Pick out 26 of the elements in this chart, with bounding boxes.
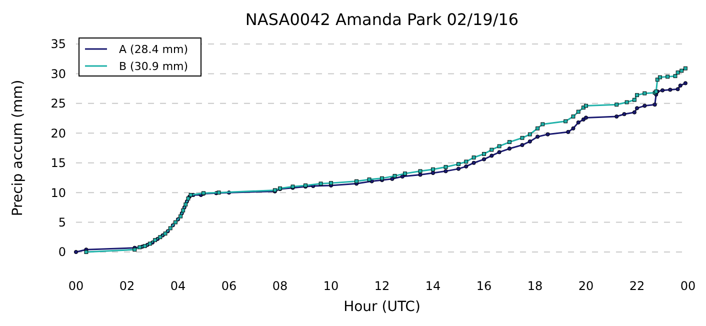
legend-label: A (28.4 mm) — [119, 42, 188, 56]
y-tick-label: 10 — [50, 186, 66, 200]
y-tick-label: 25 — [50, 96, 66, 111]
x-tick-label: 12 — [374, 279, 390, 293]
x-tick-label: 14 — [425, 279, 441, 293]
y-tick-label: 0 — [58, 245, 66, 260]
x-tick-label: 00 — [680, 279, 696, 293]
y-tick-label: 5 — [58, 215, 66, 230]
y-tick-label: 35 — [50, 37, 66, 52]
x-tick-label: 02 — [119, 279, 135, 293]
chart-title: NASA0042 Amanda Park 02/19/16 — [245, 10, 519, 29]
x-tick-label: 16 — [476, 279, 492, 293]
x-tick-label: 00 — [68, 279, 84, 293]
x-tick-label: 18 — [527, 279, 543, 293]
y-tick-label: 15 — [50, 156, 66, 170]
x-tick-label: 04 — [170, 279, 186, 293]
x-tick-label: 08 — [272, 279, 288, 293]
legend-label: B (30.9 mm) — [119, 60, 188, 73]
y-tick-label: 30 — [50, 66, 66, 81]
x-axis-title: Hour (UTC) — [344, 299, 420, 315]
y-axis-title: Precip accum (mm) — [10, 80, 26, 216]
x-tick-label: 06 — [221, 279, 237, 293]
x-tick-label: 10 — [323, 279, 339, 293]
y-tick-label: 20 — [50, 126, 66, 140]
x-tick-label: 22 — [629, 279, 645, 293]
x-tick-label: 20 — [578, 279, 594, 293]
